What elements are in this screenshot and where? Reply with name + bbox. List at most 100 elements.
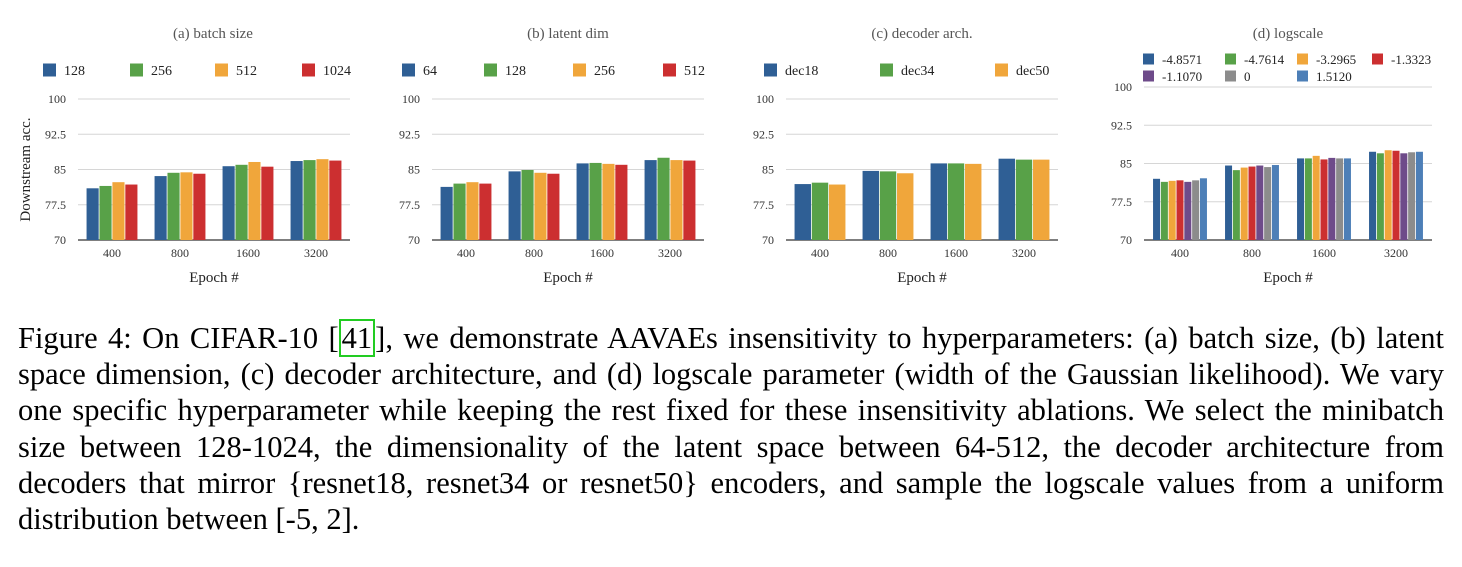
y-tick-label: 70	[408, 233, 420, 247]
bar--4.7614-3200	[1376, 153, 1384, 240]
x-tick-label: 400	[103, 246, 121, 260]
bar-512-1600	[615, 164, 628, 240]
bar-dec18-3200	[998, 158, 1015, 240]
x-tick-label: 1600	[1312, 246, 1336, 260]
bar-64-3200	[644, 160, 657, 240]
chart-legend: 128 256 512 1024	[43, 63, 351, 79]
legend-label: dec50	[1016, 64, 1049, 79]
chart-legend: dec18 dec34 dec50	[764, 63, 1049, 79]
bar-dec18-1600	[930, 163, 947, 240]
bar-1024-800	[193, 173, 206, 240]
y-tick-label: 70	[762, 233, 774, 247]
bar-dec50-3200	[1033, 159, 1050, 240]
legend-label: 64	[423, 64, 437, 79]
bar--1.3323-1600	[1320, 159, 1328, 240]
legend-label: -4.7614	[1244, 52, 1285, 67]
x-tick-label: 1600	[236, 246, 260, 260]
bar-1024-400	[125, 184, 138, 240]
bar-dec34-1600	[947, 163, 965, 240]
citation-link[interactable]: 41	[338, 319, 376, 357]
bar-0-800	[1264, 167, 1272, 240]
bar-1.5120-1600	[1343, 158, 1351, 240]
bar-dec18-800	[862, 170, 879, 240]
bar-128-3200	[657, 157, 670, 240]
legend-swatch	[402, 63, 415, 77]
bar-0-1600	[1336, 158, 1344, 240]
bar-256-800	[167, 172, 180, 240]
x-axis-label: Epoch #	[1263, 270, 1313, 286]
bar-1.5120-800	[1271, 165, 1279, 240]
y-tick-label: 77.5	[1111, 195, 1132, 209]
bar-256-3200	[303, 160, 316, 240]
legend-swatch	[1225, 53, 1236, 65]
x-axis-label: Epoch #	[897, 270, 947, 286]
bar-1.5120-400	[1199, 178, 1207, 240]
y-axis-label: Downstream acc.	[18, 117, 34, 221]
bar--3.2965-400	[1168, 180, 1176, 240]
bar-512-800	[180, 172, 193, 240]
figure-caption: Figure 4: On CIFAR-10 [41], we demonstra…	[18, 319, 1444, 537]
bar--4.7614-800	[1232, 170, 1240, 240]
bar--3.2965-3200	[1384, 150, 1392, 240]
x-tick-label: 800	[171, 246, 189, 260]
legend-swatch	[1297, 70, 1308, 82]
y-tick-label: 92.5	[399, 127, 420, 141]
bar--3.2965-1600	[1312, 155, 1320, 240]
legend-swatch	[1297, 53, 1308, 65]
x-tick-label: 3200	[304, 246, 328, 260]
legend-label: 1024	[323, 64, 351, 79]
bar-128-3200	[290, 161, 303, 240]
bar--1.1070-3200	[1400, 153, 1408, 240]
bar-1024-3200	[329, 160, 342, 240]
bar--1.3323-3200	[1392, 150, 1400, 240]
x-tick-label: 400	[457, 246, 475, 260]
bar--4.8571-3200	[1369, 151, 1377, 240]
legend-swatch	[302, 63, 315, 77]
legend-swatch	[573, 63, 586, 77]
x-axis-label: Epoch #	[543, 270, 593, 286]
bar-256-1600	[235, 164, 248, 240]
bar-dec50-400	[829, 184, 846, 240]
legend-swatch	[995, 63, 1008, 77]
legend-label: 128	[64, 64, 85, 79]
chart-panel-4: (d) logscale -4.8571 -4.7614 -3.2965 -1.3323…	[1111, 26, 1432, 286]
bar-128-1600	[589, 162, 602, 240]
x-tick-label: 1600	[590, 246, 614, 260]
bar-512-3200	[683, 160, 696, 240]
bar-1.5120-3200	[1415, 151, 1423, 240]
chart-legend: -4.8571 -4.7614 -3.2965 -1.3323 -1.1070 0 1.51…	[1143, 52, 1431, 84]
y-tick-label: 92.5	[45, 127, 66, 141]
x-tick-label: 3200	[1384, 246, 1408, 260]
chart-panel-3: (c) decoder arch. dec18 dec34 dec50 70 77.5 85…	[753, 26, 1058, 286]
bar-512-400	[112, 182, 125, 240]
x-tick-label: 800	[525, 246, 543, 260]
legend-swatch	[484, 63, 497, 77]
bar--4.7614-400	[1160, 181, 1168, 240]
bar--4.8571-800	[1225, 165, 1233, 240]
bar--1.1070-400	[1184, 181, 1192, 240]
bar-64-800	[508, 171, 521, 240]
y-tick-label: 85	[762, 163, 774, 177]
bar-dec18-400	[794, 184, 811, 240]
chart-title: (b) latent dim	[527, 26, 609, 42]
legend-label: -3.2965	[1316, 52, 1356, 67]
y-tick-label: 92.5	[1111, 118, 1132, 132]
chart-panel-1: (a) batch size 128 256 512 1024 70 77.5 85 92.5 1…	[18, 26, 351, 286]
legend-label: 512	[684, 64, 705, 79]
bar-0-400	[1192, 180, 1200, 240]
figure-charts: (a) batch size 128 256 512 1024 70 77.5 85 92.5 1…	[18, 26, 1432, 286]
bar-dec50-800	[897, 173, 914, 240]
y-tick-label: 77.5	[399, 198, 420, 212]
x-tick-label: 800	[1243, 246, 1261, 260]
chart-legend: 64 128 256 512	[402, 63, 705, 79]
y-tick-label: 85	[408, 163, 420, 177]
legend-swatch	[764, 63, 777, 77]
y-tick-label: 100	[1114, 80, 1132, 94]
chart-title: (a) batch size	[173, 26, 253, 42]
y-tick-label: 85	[54, 163, 66, 177]
bar-128-400	[453, 183, 466, 240]
bar-256-400	[99, 185, 112, 240]
bar-512-1600	[248, 161, 261, 240]
bar-dec34-400	[811, 182, 829, 240]
bar-128-800	[521, 169, 534, 240]
